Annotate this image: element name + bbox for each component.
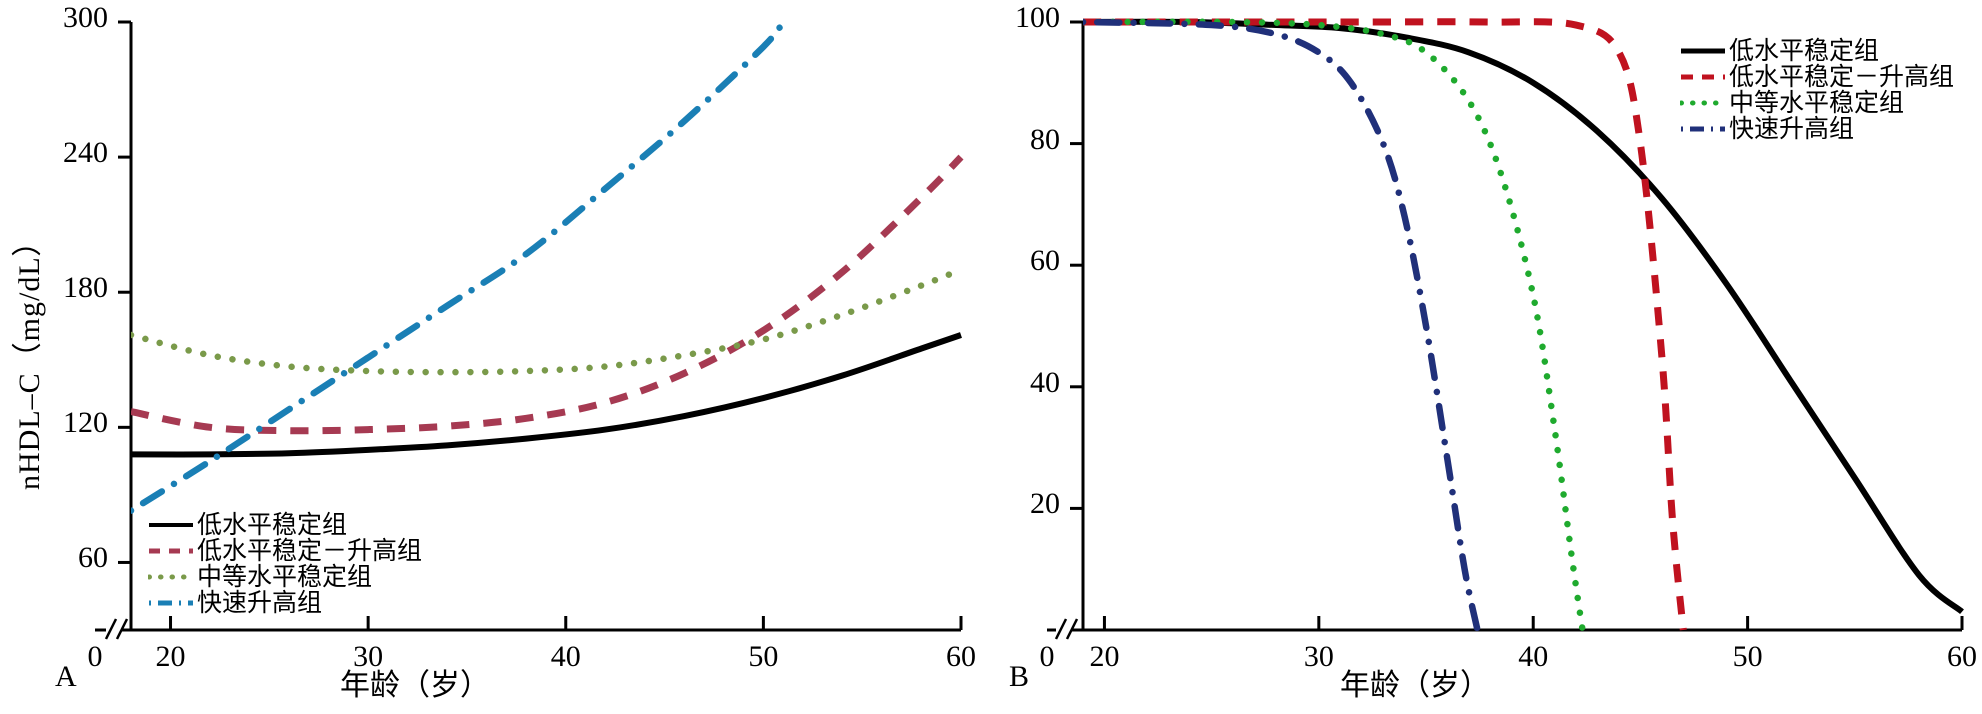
legend-item-low-stable-increase: 低水平稳定－升高组 [148, 538, 422, 564]
series-line-1 [1083, 18, 1687, 631]
y-tick-label: 240 [63, 136, 108, 170]
legend-item-rapid-increase: 快速升高组 [148, 590, 422, 616]
legend-label-low-stable-increase: 低水平稳定－升高组 [1729, 63, 1955, 91]
legend-label-rapid-increase: 快速升高组 [1729, 115, 1855, 143]
series-line-0 [131, 332, 962, 458]
legend-item-moderate-stable: 中等水平稳定组 [1680, 90, 1954, 116]
legend-item-low-stable-increase: 低水平稳定－升高组 [1680, 64, 1954, 90]
legend-item-low-stable: 低水平稳定组 [148, 512, 422, 538]
legend-label-low-stable: 低水平稳定组 [197, 511, 348, 539]
panel-b-plot [1047, 18, 1964, 640]
panel-b-x-axis-title: 年龄（岁） [1340, 669, 1490, 702]
x-tick-label: 50 [1732, 640, 1763, 673]
x-tick-label: 60 [1947, 640, 1977, 673]
panel-a-plot [95, 18, 965, 640]
y-tick-label: 60 [1030, 244, 1060, 278]
x-tick-label: 0 [1039, 640, 1055, 673]
legend-label-low-stable-increase: 低水平稳定－升高组 [197, 537, 423, 565]
legend-key-dotted-icon [1680, 100, 1726, 106]
legend-label-low-stable: 低水平稳定组 [1729, 37, 1880, 65]
x-tick-label: 30 [1303, 640, 1334, 673]
panel-b-letter: B [1009, 660, 1030, 693]
series-line-3 [131, 18, 787, 514]
x-tick-label: 0 [87, 640, 103, 673]
y-tick-label: 80 [1030, 122, 1060, 156]
legend-key-solid-icon [149, 523, 193, 527]
series-line-1 [131, 154, 964, 435]
panel-b: 低水平稳定组 低水平稳定－升高组 中等水平稳定组 快速升高组 [1000, 0, 1982, 714]
x-tick-label: 20 [1089, 640, 1120, 673]
legend-item-moderate-stable: 中等水平稳定组 [148, 564, 422, 590]
x-tick-label: 30 [353, 640, 384, 673]
panel-a-x-axis-title: 年龄（岁） [340, 669, 490, 702]
y-tick-label: 60 [78, 541, 108, 575]
series-line-2 [131, 266, 965, 376]
y-tick-label: 120 [63, 406, 108, 440]
panel-a-legend: 低水平稳定组 低水平稳定－升高组 中等水平稳定组 快速升高组 [148, 512, 422, 616]
y-tick-label: 20 [1030, 487, 1060, 521]
legend-label-moderate-stable: 中等水平稳定组 [1729, 89, 1905, 117]
series-line-3 [1083, 18, 1481, 634]
panel-a-letter: A [55, 660, 77, 693]
y-tick-label: 40 [1030, 365, 1060, 399]
x-tick-label: 40 [1518, 640, 1549, 673]
series-line-2 [1083, 18, 1586, 634]
legend-key-dotted-icon [148, 574, 194, 580]
legend-item-low-stable: 低水平稳定组 [1680, 38, 1954, 64]
x-tick-label: 60 [946, 640, 976, 673]
legend-key-dash-dot-icon [1681, 126, 1725, 132]
legend-key-dashed-icon [1681, 74, 1725, 80]
legend-label-rapid-increase: 快速升高组 [197, 589, 323, 617]
panel-a: nHDL–C（mg/dL） 低水平稳定组 低水平稳定－升高组 中等水平稳定组 [13, 1, 976, 702]
x-tick-label: 20 [155, 640, 186, 673]
legend-key-dash-dot-icon [149, 600, 193, 606]
panel-b-legend: 低水平稳定组 低水平稳定－升高组 中等水平稳定组 快速升高组 [1680, 38, 1954, 142]
x-tick-label: 50 [748, 640, 779, 673]
legend-label-moderate-stable: 中等水平稳定组 [197, 563, 373, 591]
y-tick-label: 300 [63, 1, 108, 34]
legend-item-rapid-increase: 快速升高组 [1680, 116, 1954, 142]
x-tick-label: 40 [550, 640, 581, 673]
legend-key-solid-icon [1681, 48, 1725, 54]
y-tick-label: 180 [63, 271, 108, 305]
y-tick-label: 100 [1015, 1, 1060, 34]
legend-key-dashed-icon [149, 548, 193, 554]
